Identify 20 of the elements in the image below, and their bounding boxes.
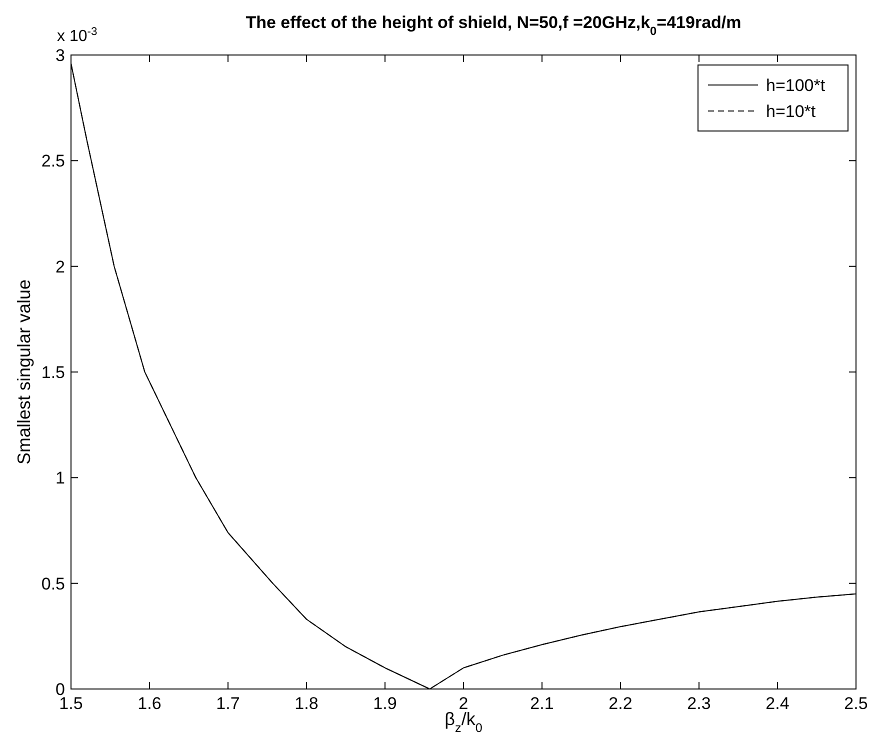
y-tick-label: 1 (56, 468, 65, 488)
y-axis-title: Smallest singular value (14, 279, 34, 465)
text: x 10$^{-3}$ (57, 26, 98, 45)
x-tick-label: 2.3 (687, 694, 711, 713)
y-tick-label: 2 (56, 257, 65, 276)
legend-label: h=10*t (766, 102, 816, 121)
y-tick-label: 1.5 (41, 363, 65, 382)
x-tick-label: 2.4 (766, 694, 790, 713)
x-tick-label: 1.9 (373, 694, 397, 713)
x-tick-label: 1.6 (138, 694, 162, 713)
x-tick-label: 2.2 (608, 694, 632, 713)
x-tick-label: 1.8 (294, 694, 318, 713)
x-tick-label: 2.1 (530, 694, 554, 713)
legend-label: h=100*t (766, 76, 826, 95)
y-tick-label: 3 (56, 46, 65, 65)
x-tick-label: 1.7 (216, 694, 240, 713)
y-tick-label: 2.5 (41, 152, 65, 171)
x-tick-label: 2.5 (844, 694, 868, 713)
chart-title: The effect of the height of shield, N=50,f =20GHz,k$_{0}$=419rad/m (246, 13, 742, 38)
y-tick-label: 0.5 (41, 574, 65, 594)
